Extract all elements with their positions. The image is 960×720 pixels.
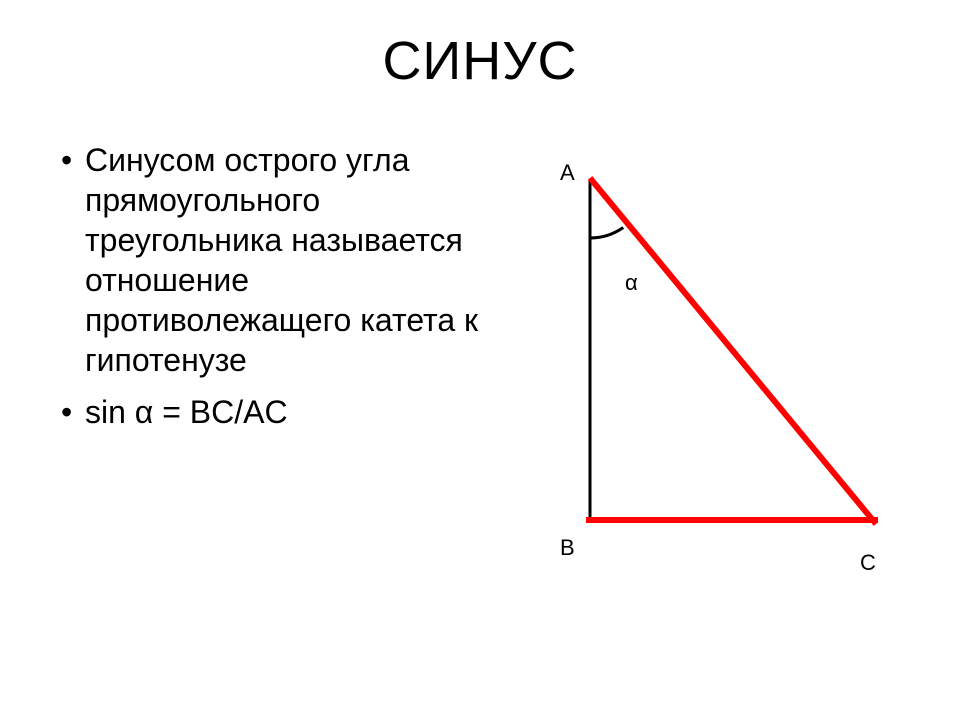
bullet-item: Синусом острого угла прямоугольного треу… [55, 140, 485, 380]
angle-label-alpha: α [625, 270, 638, 296]
triangle-diagram: A B C α [530, 150, 910, 590]
slide: СИНУС Синусом острого угла прямоугольног… [0, 0, 960, 720]
triangle-svg [530, 150, 910, 590]
bullet-list: Синусом острого угла прямоугольного треу… [55, 140, 485, 444]
slide-title: СИНУС [0, 30, 960, 92]
vertex-label-a: A [560, 160, 575, 186]
bullet-text: Синусом острого угла прямоугольного треу… [85, 142, 478, 378]
bullet-text: sin α = BC/AC [85, 394, 288, 430]
bullet-item: sin α = BC/AC [55, 392, 485, 432]
vertex-label-c: C [860, 550, 876, 576]
vertex-label-b: B [560, 535, 575, 561]
